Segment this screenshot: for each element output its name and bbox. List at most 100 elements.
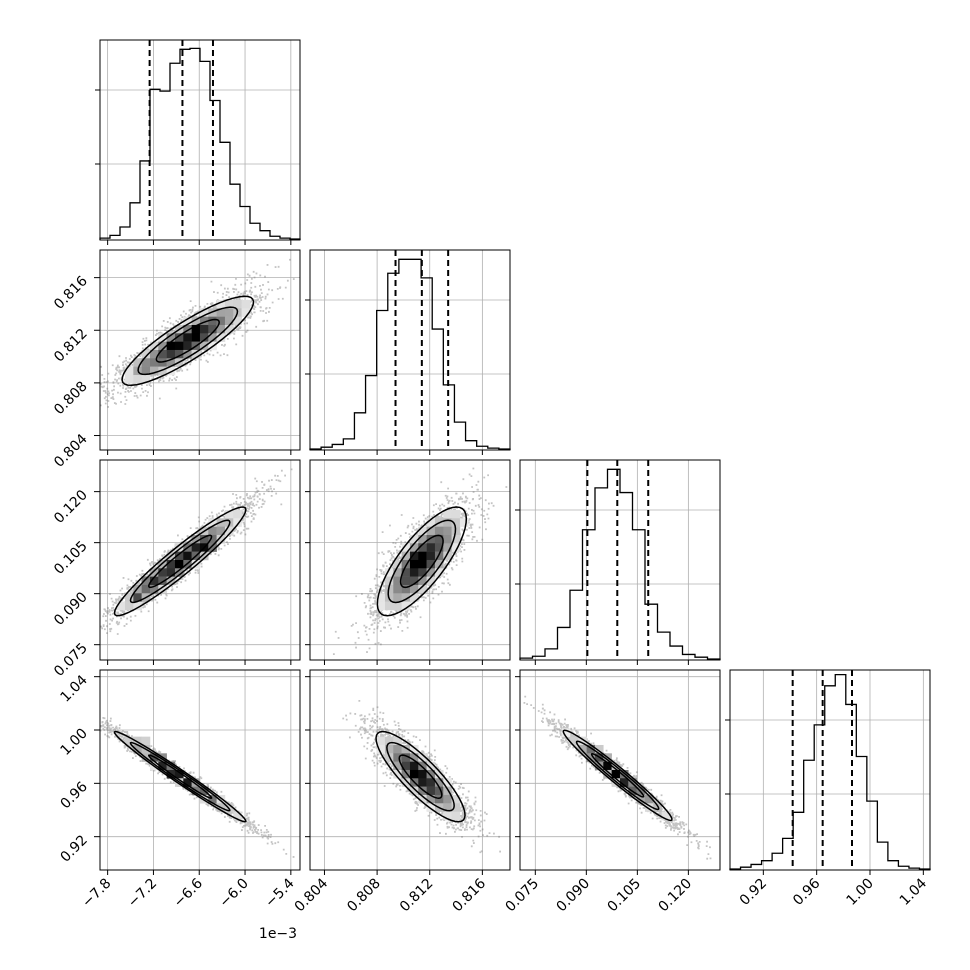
tick-label: 0.075 (51, 640, 91, 680)
density-cell (158, 333, 167, 342)
density-cell (443, 786, 452, 796)
density-cell (401, 753, 411, 762)
histogram-bar (519, 468, 721, 660)
density-cell (158, 349, 167, 359)
density-cell (409, 753, 419, 762)
tick-label: 0.812 (51, 326, 91, 366)
density-cell (434, 778, 444, 787)
scatter-panel (309, 459, 511, 661)
density-cell (409, 593, 419, 602)
density-cell (376, 736, 386, 746)
density-cell (208, 526, 217, 536)
density-cell (233, 811, 242, 821)
density-cell (393, 736, 402, 746)
density-cell (183, 551, 192, 561)
density-cell (116, 601, 126, 611)
density-cell (158, 576, 167, 586)
density-cell (216, 794, 226, 804)
density-cell (166, 568, 176, 577)
contour-line (398, 754, 443, 799)
density-cell (208, 333, 217, 342)
density-cell (451, 794, 461, 804)
density-cell (149, 341, 159, 351)
contour-line (386, 741, 455, 812)
density-cell (401, 576, 411, 586)
panel-frame (519, 669, 721, 871)
density-cell (224, 299, 234, 309)
panel-frame (99, 249, 301, 451)
contour-line (129, 741, 231, 812)
density-cell (409, 576, 419, 586)
density-cell (418, 761, 427, 771)
contour-line (376, 506, 468, 617)
density-cell (443, 509, 452, 519)
density-cell (199, 316, 209, 326)
panel-frame (729, 669, 931, 871)
panel-content (100, 250, 300, 450)
density-cell (216, 299, 226, 309)
density-cell (401, 584, 411, 594)
density-cell (183, 349, 192, 359)
density-cell (401, 593, 411, 602)
tick-label: 0.96 (57, 779, 90, 812)
tick-label: 0.808 (51, 378, 91, 418)
density-cell (426, 761, 436, 771)
tick-label: 0.120 (51, 487, 91, 527)
density-cell (393, 769, 402, 779)
contour-line (121, 295, 255, 387)
density-cell (174, 349, 184, 359)
contour-line (399, 534, 444, 589)
density-cell (166, 559, 176, 569)
density-cell (124, 601, 134, 611)
panel-frame (309, 249, 511, 451)
density-cell (133, 736, 142, 746)
density-cell (434, 794, 444, 804)
tick-label: 0.075 (502, 876, 542, 916)
density-cell (443, 794, 452, 804)
density-cell (443, 534, 452, 544)
tick-label: 0.816 (450, 875, 490, 915)
density-cell (149, 349, 159, 359)
density-cell (174, 333, 184, 342)
density-cell (149, 358, 159, 367)
density-cell (141, 358, 151, 367)
panel-frame (99, 459, 301, 661)
density-cell (426, 778, 436, 787)
density-cell (409, 568, 419, 577)
density-cell (401, 551, 411, 561)
axis-offset-label: 1e−3 (259, 926, 297, 942)
density-cell (183, 778, 192, 787)
tick-label: 1.00 (843, 876, 876, 909)
density-cell (393, 584, 402, 594)
density-cell (451, 518, 461, 527)
panel-frame (99, 39, 301, 241)
density-cell (434, 559, 444, 569)
density-cell (191, 316, 201, 326)
density-cell (133, 374, 142, 384)
density-cell (443, 551, 452, 561)
density-cell (426, 568, 436, 577)
density-cell (224, 324, 234, 334)
x-axis: 0.075 0.090 0.105 0.120 (502, 660, 695, 915)
density-cell (233, 299, 242, 309)
density-cell (183, 341, 192, 351)
tick-label: 0.105 (51, 538, 91, 578)
density-cell (224, 509, 234, 519)
density-cell (418, 786, 427, 796)
density-cell (418, 778, 427, 787)
density-cell (166, 333, 176, 342)
density-cell (216, 534, 226, 544)
density-cell (561, 728, 571, 737)
density-cell (174, 341, 184, 351)
density-cell (434, 526, 444, 536)
density-cell (208, 324, 217, 334)
density-cell (216, 324, 226, 334)
tick-label: −6.6 (171, 875, 206, 910)
tick-label: −7.2 (125, 876, 160, 911)
density-cell (586, 753, 596, 762)
density-cell (418, 568, 427, 577)
density-cell (208, 794, 217, 804)
density-cell (166, 366, 176, 376)
panel-content (310, 670, 510, 870)
density-cell (434, 769, 444, 779)
